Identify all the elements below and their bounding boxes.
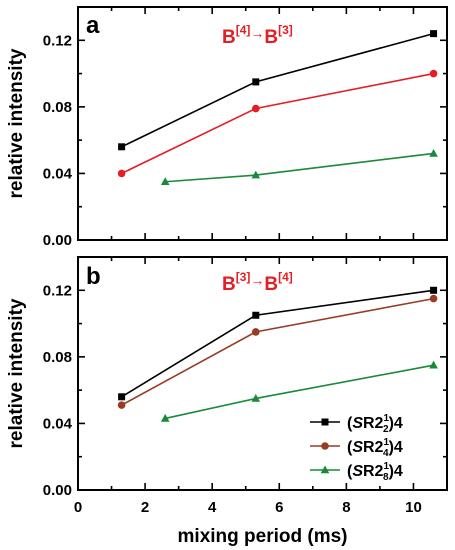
x-tick-label: 8 <box>342 499 350 516</box>
data-point <box>429 69 438 78</box>
panel-b: 0.00 0.04 0.08 0.12 0 2 4 6 8 10 relative intensit… <box>6 256 448 547</box>
annotation-from-sup: [4] <box>236 23 251 37</box>
series-2 <box>160 148 438 186</box>
legend-entry: (SR21 8)4 <box>347 461 403 483</box>
annotation-from-sup: [3] <box>236 270 251 284</box>
legend-mid: R2 <box>363 415 384 432</box>
legend-post: )4 <box>389 415 403 432</box>
series-1 <box>117 69 438 178</box>
legend-paren: ( <box>347 463 353 480</box>
series-line <box>121 289 434 398</box>
series-line <box>165 152 434 183</box>
legend-marker <box>320 465 330 474</box>
transition-annotation: B[3]→B[4] <box>222 270 293 295</box>
x-tick-label: 4 <box>208 499 217 516</box>
series-0 <box>118 286 438 401</box>
annotation-to-sup: [4] <box>278 270 293 284</box>
data-point <box>251 393 261 402</box>
series-0 <box>118 30 438 151</box>
y-tick-label: 0.04 <box>43 415 73 432</box>
series-line <box>165 364 434 420</box>
legend-italic: S <box>352 439 363 456</box>
data-point <box>429 294 438 303</box>
data-point <box>118 393 126 401</box>
x-tick-label: 6 <box>275 499 283 516</box>
legend-sub: 2 <box>383 424 389 435</box>
legend-sup: 1 <box>383 461 389 472</box>
data-point <box>251 170 261 179</box>
annotation-arrow: → <box>250 272 264 288</box>
series-line <box>121 32 434 148</box>
legend: (SR21 2)4(SR21 4)4(SR21 8)4 <box>310 413 403 483</box>
plot-frame <box>77 6 448 241</box>
x-tick-label: 0 <box>74 499 82 516</box>
series-1 <box>117 294 438 409</box>
annotation-from: B <box>222 27 236 48</box>
data-point <box>429 360 438 369</box>
y-tick-label: 0.04 <box>43 165 73 182</box>
data-point <box>160 177 170 186</box>
y-tick-label: 0.08 <box>43 99 72 116</box>
legend-entry: (SR21 4)4 <box>347 437 403 459</box>
y-tick-label: 0.00 <box>43 232 72 249</box>
legend-marker <box>321 442 329 450</box>
y-tick-label: 0.08 <box>43 349 72 366</box>
data-point <box>252 78 260 86</box>
plot-frame <box>77 256 448 491</box>
series-line <box>121 297 434 406</box>
x-tick-label: 10 <box>405 499 422 516</box>
legend-marker <box>321 418 329 426</box>
annotation-arrow: → <box>250 25 264 41</box>
data-point <box>252 311 260 319</box>
legend-sup: 1 <box>383 413 389 424</box>
legend-sup: 1 <box>383 437 389 448</box>
legend-italic: S <box>352 463 363 480</box>
data-point <box>118 143 126 151</box>
legend-post: )4 <box>389 463 403 480</box>
panel-letter: a <box>86 12 100 39</box>
annotation-to: B <box>264 274 278 295</box>
data-point <box>117 401 126 409</box>
legend-mid: R2 <box>363 463 384 480</box>
data-point <box>251 328 260 336</box>
legend-italic: S <box>352 415 363 432</box>
y-tick-label: 0.00 <box>43 482 72 499</box>
data-point <box>160 413 170 422</box>
legend-mid: R2 <box>363 439 384 456</box>
legend-paren: ( <box>347 415 353 432</box>
data-point <box>251 104 260 113</box>
data-point <box>429 148 438 157</box>
legend-sub: 8 <box>383 472 389 483</box>
legend-sub: 4 <box>383 448 389 459</box>
legend-post: )4 <box>389 439 403 456</box>
y-tick-label: 0.12 <box>43 282 72 299</box>
panel-letter: b <box>86 263 101 290</box>
y-axis-label: relative intensity <box>6 298 27 448</box>
x-tick-label: 2 <box>141 499 149 516</box>
transition-annotation: B[4]→B[3] <box>222 23 293 48</box>
data-point <box>430 286 438 294</box>
annotation-to: B <box>264 27 278 48</box>
x-axis-label: mixing period (ms) <box>178 526 348 547</box>
y-axis-label: relative intensity <box>6 48 27 198</box>
legend-entry: (SR21 2)4 <box>347 413 403 435</box>
series-2 <box>160 360 438 422</box>
data-point <box>430 30 438 38</box>
data-point <box>117 169 126 178</box>
annotation-to-sup: [3] <box>278 23 293 37</box>
y-tick-label: 0.12 <box>43 32 72 49</box>
annotation-from: B <box>222 274 236 295</box>
legend-paren: ( <box>347 439 353 456</box>
